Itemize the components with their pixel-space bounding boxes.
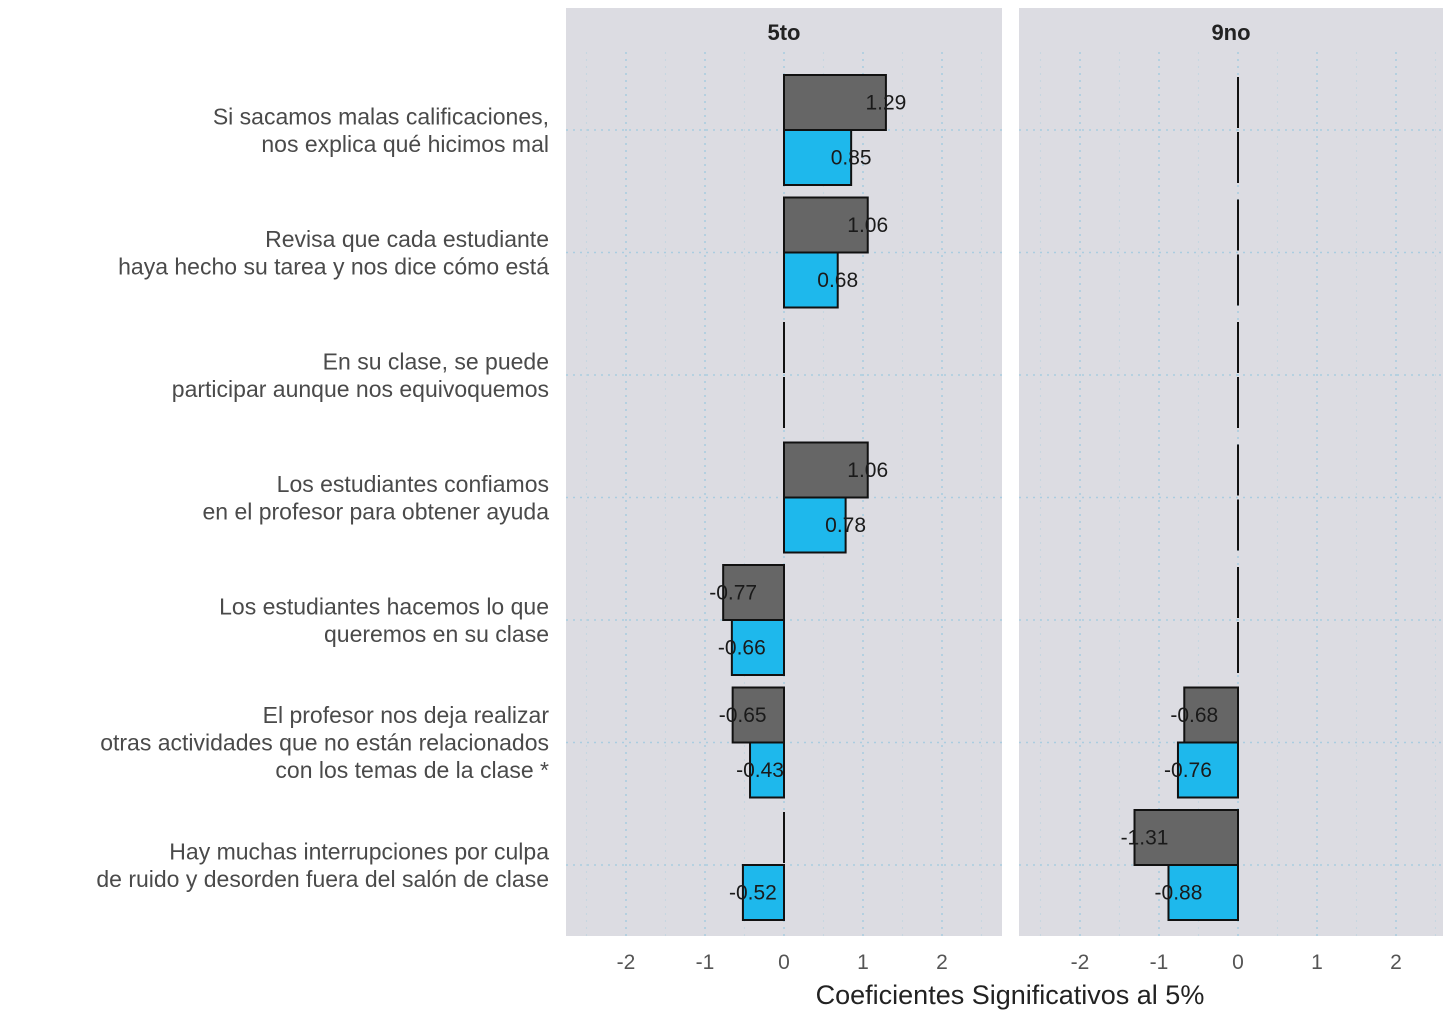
category-label: haya hecho su tarea y nos dice cómo está bbox=[118, 253, 549, 279]
x-tick-label: 2 bbox=[1390, 951, 1402, 974]
bar bbox=[783, 496, 847, 554]
category-label: Revisa que cada estudiante bbox=[265, 226, 549, 252]
x-tick-label: 0 bbox=[1232, 951, 1244, 974]
category-label: Los estudiantes hacemos lo que bbox=[219, 593, 549, 619]
category-label: Los estudiantes confiamos bbox=[277, 471, 549, 497]
data-label: -0.88 bbox=[1155, 882, 1203, 905]
data-label: -0.77 bbox=[709, 582, 757, 605]
category-label: Hay muchas interrupciones por culpa bbox=[169, 838, 549, 864]
x-tick-label: 1 bbox=[857, 951, 869, 974]
data-label: 0.85 bbox=[831, 147, 872, 170]
data-label: -1.31 bbox=[1121, 827, 1169, 850]
category-label: nos explica qué hicimos mal bbox=[261, 131, 549, 157]
bar bbox=[1176, 741, 1239, 799]
category-label: otras actividades que no están relaciona… bbox=[100, 730, 549, 756]
data-label: 1.29 bbox=[865, 92, 906, 115]
bar bbox=[722, 564, 785, 621]
category-label: En su clase, se puede bbox=[323, 348, 549, 374]
data-label: 0.68 bbox=[817, 269, 858, 292]
x-tick-label: 0 bbox=[778, 951, 790, 974]
data-label: -0.43 bbox=[736, 759, 784, 782]
x-tick-label: 1 bbox=[1311, 951, 1323, 974]
data-label: 0.78 bbox=[825, 514, 866, 537]
data-label: -0.65 bbox=[719, 704, 767, 727]
bar bbox=[1133, 809, 1240, 866]
x-tick-label: -1 bbox=[696, 951, 715, 974]
bar bbox=[783, 251, 839, 309]
facet-strip-label: 9no bbox=[1211, 20, 1250, 45]
bar bbox=[783, 129, 853, 186]
category-label: Si sacamos malas calificaciones, bbox=[213, 103, 549, 129]
bar bbox=[749, 741, 786, 799]
x-tick-label: -2 bbox=[1071, 951, 1090, 974]
data-label: 1.06 bbox=[847, 459, 888, 482]
category-label: en el profesor para obtener ayuda bbox=[202, 498, 549, 524]
data-label: -0.76 bbox=[1164, 759, 1212, 782]
x-axis-title: Coeficientes Significativos al 5% bbox=[816, 980, 1205, 1010]
category-label: de ruido y desorden fuera del salón de c… bbox=[96, 866, 549, 892]
bar bbox=[1167, 864, 1239, 921]
category-label: El profesor nos deja realizar bbox=[263, 702, 550, 728]
category-label: participar aunque nos equivoquemos bbox=[172, 376, 549, 402]
x-tick-label: -1 bbox=[1150, 951, 1169, 974]
bar bbox=[741, 864, 785, 921]
bar bbox=[783, 74, 887, 131]
data-label: -0.66 bbox=[718, 637, 766, 660]
data-label: 1.06 bbox=[847, 214, 888, 237]
facet-strip-label: 5to bbox=[768, 20, 801, 45]
category-label: con los temas de la clase * bbox=[275, 757, 549, 783]
category-label: queremos en su clase bbox=[324, 621, 549, 647]
bar bbox=[730, 619, 785, 676]
data-label: -0.52 bbox=[729, 882, 777, 905]
x-tick-label: 2 bbox=[936, 951, 948, 974]
x-tick-label: -2 bbox=[617, 951, 636, 974]
data-label: -0.68 bbox=[1170, 704, 1218, 727]
